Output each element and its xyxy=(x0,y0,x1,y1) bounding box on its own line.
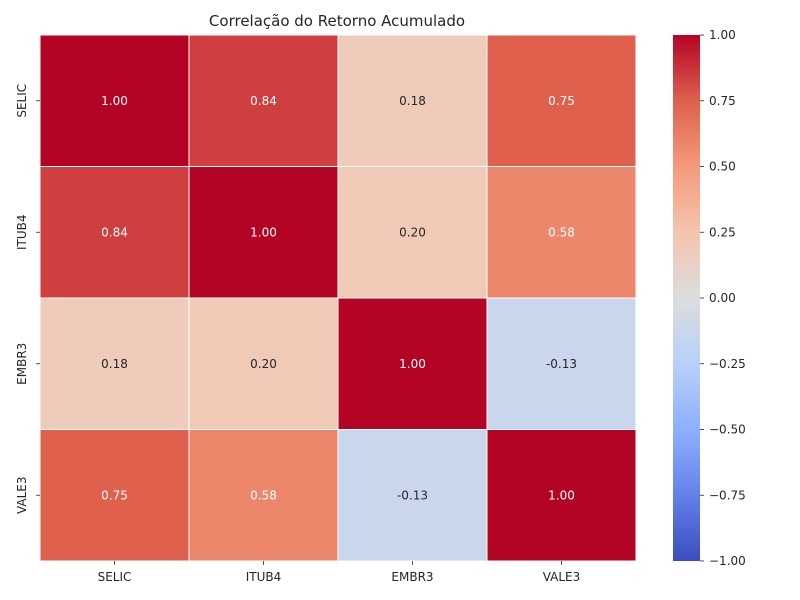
x-tick-label: EMBR3 xyxy=(391,570,433,584)
x-tick-label: SELIC xyxy=(98,570,132,584)
cell-value-label: 1.00 xyxy=(101,94,128,108)
y-tick-label: EMBR3 xyxy=(15,343,29,385)
cell-value-label: -0.13 xyxy=(546,357,577,371)
cell-value-label: -0.13 xyxy=(397,488,428,502)
colorbar-tick-label: 0.75 xyxy=(709,94,736,108)
colorbar-tick-label: 1.00 xyxy=(709,28,736,42)
cell-value-label: 0.58 xyxy=(250,488,277,502)
heatmap-cell xyxy=(188,429,339,562)
heatmap-cells xyxy=(39,34,637,562)
cell-value-label: 0.20 xyxy=(399,225,426,239)
x-axis-ticks: SELIC ITUB4 EMBR3 VALE3 xyxy=(98,561,581,584)
cell-value-label: 0.84 xyxy=(250,94,277,108)
cell-value-label: 0.75 xyxy=(548,94,575,108)
y-tick-label: VALE3 xyxy=(15,476,29,514)
x-tick-label: VALE3 xyxy=(543,570,581,584)
cell-value-label: 0.58 xyxy=(548,225,575,239)
cell-value-label: 0.18 xyxy=(101,357,128,371)
cell-value-label: 1.00 xyxy=(399,357,426,371)
heatmap-cell xyxy=(486,297,637,430)
cell-value-label: 1.00 xyxy=(250,225,277,239)
heatmap-cell xyxy=(337,429,488,562)
heatmap-cell xyxy=(39,166,190,299)
heatmap-cell xyxy=(337,34,488,167)
colorbar-tick-label: −0.25 xyxy=(709,357,746,371)
heatmap-cell xyxy=(188,297,339,430)
heatmap-cell xyxy=(39,34,190,167)
chart-title: Correlação do Retorno Acumulado xyxy=(209,12,465,30)
y-tick-label: ITUB4 xyxy=(15,214,29,250)
colorbar-tick-label: −1.00 xyxy=(709,554,746,568)
colorbar-tick-label: 0.50 xyxy=(709,160,736,174)
cell-value-label: 0.20 xyxy=(250,357,277,371)
colorbar-gradient-bar xyxy=(673,35,700,561)
heatmap-cell xyxy=(188,166,339,299)
y-tick-label: SELIC xyxy=(15,84,29,118)
heatmap-cell xyxy=(188,34,339,167)
colorbar-tick-label: 0.25 xyxy=(709,225,736,239)
heatmap-cell xyxy=(486,34,637,167)
heatmap-cell-labels: 1.00 0.84 0.18 0.75 0.84 1.00 0.20 0.58 0.18 0.20… xyxy=(101,94,577,503)
cell-value-label: 0.84 xyxy=(101,225,128,239)
heatmap-cell xyxy=(486,166,637,299)
x-tick-label: ITUB4 xyxy=(246,570,282,584)
colorbar-tick-label: 0.00 xyxy=(709,291,736,305)
cell-value-label: 1.00 xyxy=(548,488,575,502)
colorbar: 1.00 0.75 0.50 0.25 0.00 −0.25 −0.50 −0.75 −1.00 xyxy=(673,28,746,568)
colorbar-tick-label: −0.50 xyxy=(709,423,746,437)
colorbar-tick-label: −0.75 xyxy=(709,488,746,502)
heatmap-cell xyxy=(39,429,190,562)
cell-value-label: 0.18 xyxy=(399,94,426,108)
cell-value-label: 0.75 xyxy=(101,488,128,502)
y-axis-ticks: SELIC ITUB4 EMBR3 VALE3 xyxy=(15,84,40,514)
heatmap-cell xyxy=(486,429,637,562)
